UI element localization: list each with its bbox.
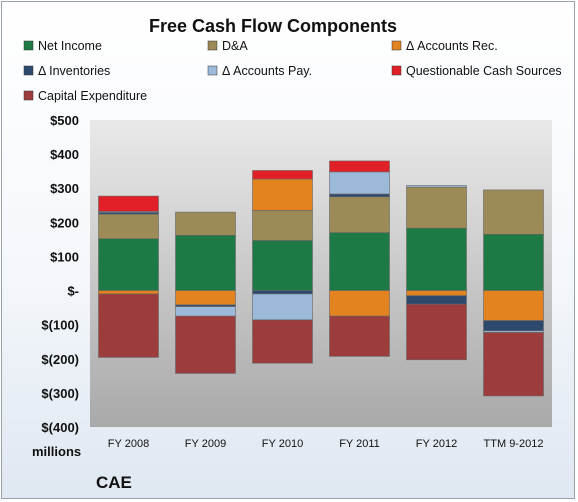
bar-segment-delta-inventories — [406, 295, 467, 305]
y-tick-label: $(300) — [41, 386, 79, 401]
bar-segment-d-a — [175, 211, 236, 236]
bar-segment-questionable-cash-sources — [252, 170, 313, 180]
x-axis: FY 2008 FY 2009 FY 2010 FY 2011 FY 2012 TTM 9… — [108, 438, 544, 450]
y-tick-label: $500 — [50, 113, 79, 128]
x-tick-label: FY 2010 — [262, 438, 303, 450]
bar-segment-d-a — [252, 210, 313, 241]
legend-label: Questionable Cash Sources — [406, 64, 562, 78]
bar-segment-capital-expenditure — [175, 315, 236, 374]
y-tick-label: $200 — [50, 215, 79, 230]
y-tick-label: $300 — [50, 181, 79, 196]
legend-swatch — [23, 65, 34, 76]
legend-swatch — [23, 40, 34, 51]
legend-item-net-income: Net Income — [23, 39, 102, 53]
bar-segment-net-income — [483, 233, 544, 291]
legend-item-d-a: D&A — [207, 39, 248, 53]
bar-segment-capital-expenditure — [329, 315, 390, 357]
y-tick-label: $400 — [50, 147, 79, 162]
legend-label: D&A — [222, 39, 248, 53]
bar-stack-ttm-9-2012 — [483, 189, 544, 397]
legend-swatch — [23, 90, 34, 101]
legend-item-delta-accounts-pay: Δ Accounts Pay. — [207, 64, 312, 78]
y-tick-label: $(100) — [41, 318, 79, 333]
company-label: CAE — [96, 473, 132, 492]
y-tick-label: $- — [67, 284, 79, 299]
legend-label: Capital Expenditure — [38, 89, 147, 103]
chart-title: Free Cash Flow Components — [149, 16, 397, 36]
bar-stack-fy-2012 — [406, 185, 467, 361]
bar-segment-delta-accounts-rec — [98, 290, 159, 295]
bar-segment-questionable-cash-sources — [329, 160, 390, 173]
bar-segment-delta-accounts-pay — [252, 293, 313, 321]
bar-segment-delta-inventories — [252, 290, 313, 295]
legend-swatch — [391, 65, 402, 76]
legend-item-questionable-cash-sources: Questionable Cash Sources — [391, 64, 562, 78]
x-tick-label: FY 2009 — [185, 438, 226, 450]
legend: Net Income D&A Δ Accounts Rec. Δ Inventorie… — [23, 39, 562, 103]
legend-swatch — [207, 65, 218, 76]
legend-label: Δ Accounts Rec. — [406, 39, 498, 53]
legend-item-capital-expenditure: Capital Expenditure — [23, 89, 147, 103]
bar-segment-delta-accounts-pay — [406, 185, 467, 188]
bar-segment-delta-inventories — [329, 193, 390, 198]
bar-segment-delta-accounts-rec — [406, 290, 467, 296]
bar-segment-capital-expenditure — [98, 293, 159, 358]
plot-area — [90, 120, 552, 427]
x-tick-label: TTM 9-2012 — [484, 438, 544, 450]
bar-segment-capital-expenditure — [406, 303, 467, 361]
bar-segment-delta-accounts-rec — [252, 178, 313, 211]
bar-segment-questionable-cash-sources — [98, 195, 159, 212]
bar-segment-capital-expenditure — [483, 332, 544, 397]
bar-segment-d-a — [483, 189, 544, 235]
legend-swatch — [391, 40, 402, 51]
bar-segment-delta-accounts-pay — [329, 171, 390, 195]
bar-segment-d-a — [406, 186, 467, 229]
bar-segment-delta-accounts-rec — [175, 290, 236, 306]
bar-stack-fy-2011 — [329, 160, 390, 357]
legend-label: Δ Accounts Pay. — [222, 64, 312, 78]
bar-segment-delta-accounts-pay — [175, 306, 236, 317]
bar-segment-capital-expenditure — [252, 319, 313, 364]
x-tick-label: FY 2011 — [339, 438, 380, 450]
legend-item-delta-accounts-rec: Δ Accounts Rec. — [391, 39, 498, 53]
bar-segment-d-a — [329, 196, 390, 233]
bar-segment-d-a — [98, 213, 159, 240]
bar-stack-fy-2010 — [252, 170, 313, 364]
bar-stack-fy-2008 — [98, 195, 159, 358]
bar-segment-delta-inventories — [483, 320, 544, 332]
legend-swatch — [207, 40, 218, 51]
x-tick-label: FY 2012 — [416, 438, 457, 450]
bar-segment-net-income — [252, 240, 313, 291]
bar-segment-delta-accounts-rec — [329, 290, 390, 317]
y-tick-label: $(400) — [41, 420, 79, 435]
bar-segment-net-income — [406, 227, 467, 291]
x-tick-label: FY 2008 — [108, 438, 149, 450]
bar-stack-fy-2009 — [175, 211, 236, 374]
y-tick-label: $100 — [50, 249, 79, 264]
bars — [98, 160, 544, 397]
bar-segment-delta-accounts-rec — [483, 290, 544, 321]
y-tick-label: $(200) — [41, 352, 79, 367]
legend-label: Δ Inventories — [38, 64, 110, 78]
legend-item-delta-inventories: Δ Inventories — [23, 64, 110, 78]
unit-label: millions — [32, 444, 81, 459]
y-axis: $500 $400 $300 $200 $100 $- $(100) $(200) $(300)… — [41, 113, 79, 435]
legend-label: Net Income — [38, 39, 102, 53]
bar-segment-net-income — [98, 238, 159, 291]
bar-segment-net-income — [329, 232, 390, 291]
bar-segment-net-income — [175, 234, 236, 291]
